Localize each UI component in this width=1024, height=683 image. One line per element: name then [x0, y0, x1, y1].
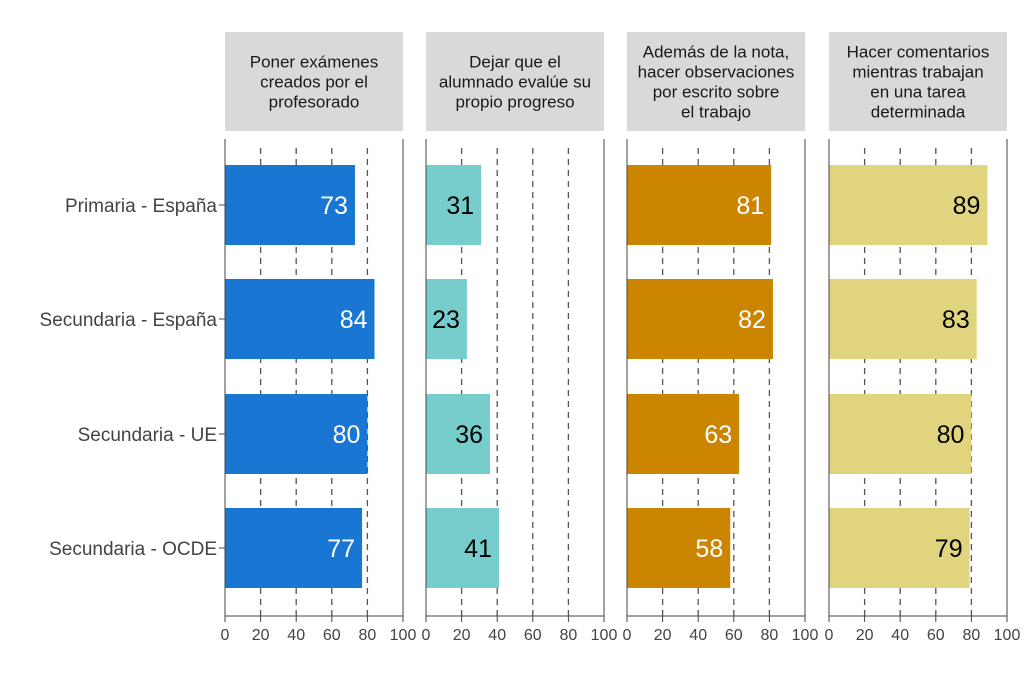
category-label: Secundaria - UE	[78, 425, 217, 446]
facet-title-line: Hacer comentarios	[847, 43, 990, 62]
bar-value-label: 36	[455, 421, 483, 449]
bar	[829, 279, 977, 359]
facet-strip	[829, 32, 1007, 131]
category-label: Secundaria - España	[40, 310, 218, 331]
facet-panel: Hacer comentarios mientras trabajan en una…	[825, 32, 1021, 644]
facet-title-line: en una tarea	[870, 83, 966, 102]
facet-strip	[225, 32, 403, 131]
facet-title-line: por escrito sobre	[653, 83, 780, 102]
facet-title-line: profesorado	[269, 93, 360, 112]
x-tick-label: 20	[856, 627, 874, 644]
facet-title-line: Además de la nota,	[643, 43, 789, 62]
bar-value-label: 79	[935, 535, 963, 563]
bar-value-label: 89	[953, 192, 981, 220]
bar	[627, 508, 731, 588]
bar	[225, 508, 363, 588]
bar-value-label: 77	[327, 535, 355, 563]
x-tick-label: 80	[359, 627, 377, 644]
facet-title-line: determinada	[871, 103, 966, 122]
facet-title-line: alumnado evalúe su	[439, 73, 591, 92]
bar-value-label: 63	[704, 421, 732, 449]
facet-strip	[627, 32, 805, 131]
x-tick-label: 100	[390, 627, 417, 644]
bar-value-label: 41	[464, 535, 492, 563]
x-tick-label: 100	[792, 627, 819, 644]
bar	[225, 165, 355, 245]
bar-value-label: 58	[695, 535, 723, 563]
x-tick-label: 100	[994, 627, 1021, 644]
bar-value-label: 81	[736, 192, 764, 220]
x-tick-label: 60	[524, 627, 542, 644]
bar-value-label: 31	[446, 192, 474, 220]
bar	[829, 165, 988, 245]
x-tick-label: 80	[761, 627, 779, 644]
facet-title-line: hacer observaciones	[638, 63, 795, 82]
bar	[627, 394, 740, 474]
bar-value-label: 82	[738, 306, 766, 334]
bar	[829, 394, 972, 474]
facet-title-line: mientras trabajan	[852, 63, 983, 82]
bar	[829, 508, 970, 588]
bar-value-label: 80	[333, 421, 361, 449]
x-tick-label: 20	[252, 627, 270, 644]
facet-panel: Dejar que el alumnado evalúe su propio pro…	[422, 32, 618, 644]
facet-title-line: propio progreso	[455, 93, 574, 112]
bar	[426, 394, 491, 474]
x-tick-label: 40	[287, 627, 305, 644]
bar	[627, 279, 773, 359]
x-tick-label: 20	[654, 627, 672, 644]
x-tick-label: 0	[825, 627, 834, 644]
x-tick-label: 20	[453, 627, 471, 644]
x-tick-label: 40	[891, 627, 909, 644]
x-tick-label: 100	[591, 627, 618, 644]
facet-panel: Poner exámenes creados por el profesorado 7…	[219, 32, 416, 644]
facet-title: Hacer comentarios mientras trabajan en una…	[847, 43, 990, 122]
x-tick-label: 40	[488, 627, 506, 644]
bar-value-label: 23	[432, 306, 460, 334]
bar-value-label: 84	[340, 306, 368, 334]
facet-title-line: Poner exámenes	[250, 53, 379, 72]
x-tick-label: 60	[725, 627, 743, 644]
x-tick-label: 40	[689, 627, 707, 644]
facet-panel: Además de la nota, hacer observaciones por…	[623, 32, 819, 644]
bar	[225, 394, 368, 474]
facet-title-line: el trabajo	[681, 103, 751, 122]
facet-title: Poner exámenes creados por el profesorado	[250, 53, 379, 112]
x-tick-label: 60	[323, 627, 341, 644]
facet-title-line: Dejar que el	[469, 53, 561, 72]
bar	[225, 279, 375, 359]
facet-strip	[426, 32, 604, 131]
x-tick-label: 60	[927, 627, 945, 644]
bar	[426, 279, 467, 359]
bar-value-label: 83	[942, 306, 970, 334]
x-tick-label: 80	[560, 627, 578, 644]
facet-title: Además de la nota, hacer observaciones por…	[638, 43, 795, 122]
bar-value-label: 80	[937, 421, 965, 449]
x-tick-label: 0	[422, 627, 431, 644]
facet-title: Dejar que el alumnado evalúe su propio pro…	[439, 53, 591, 112]
facet-title-line: creados por el	[260, 73, 368, 92]
x-tick-label: 0	[623, 627, 632, 644]
bar	[426, 165, 482, 245]
bar	[426, 508, 499, 588]
bar	[627, 165, 772, 245]
category-label: Secundaria - OCDE	[49, 539, 217, 560]
x-tick-label: 0	[221, 627, 230, 644]
bar-value-label: 73	[320, 192, 348, 220]
category-label: Primaria - España	[65, 196, 217, 217]
x-tick-label: 80	[963, 627, 981, 644]
